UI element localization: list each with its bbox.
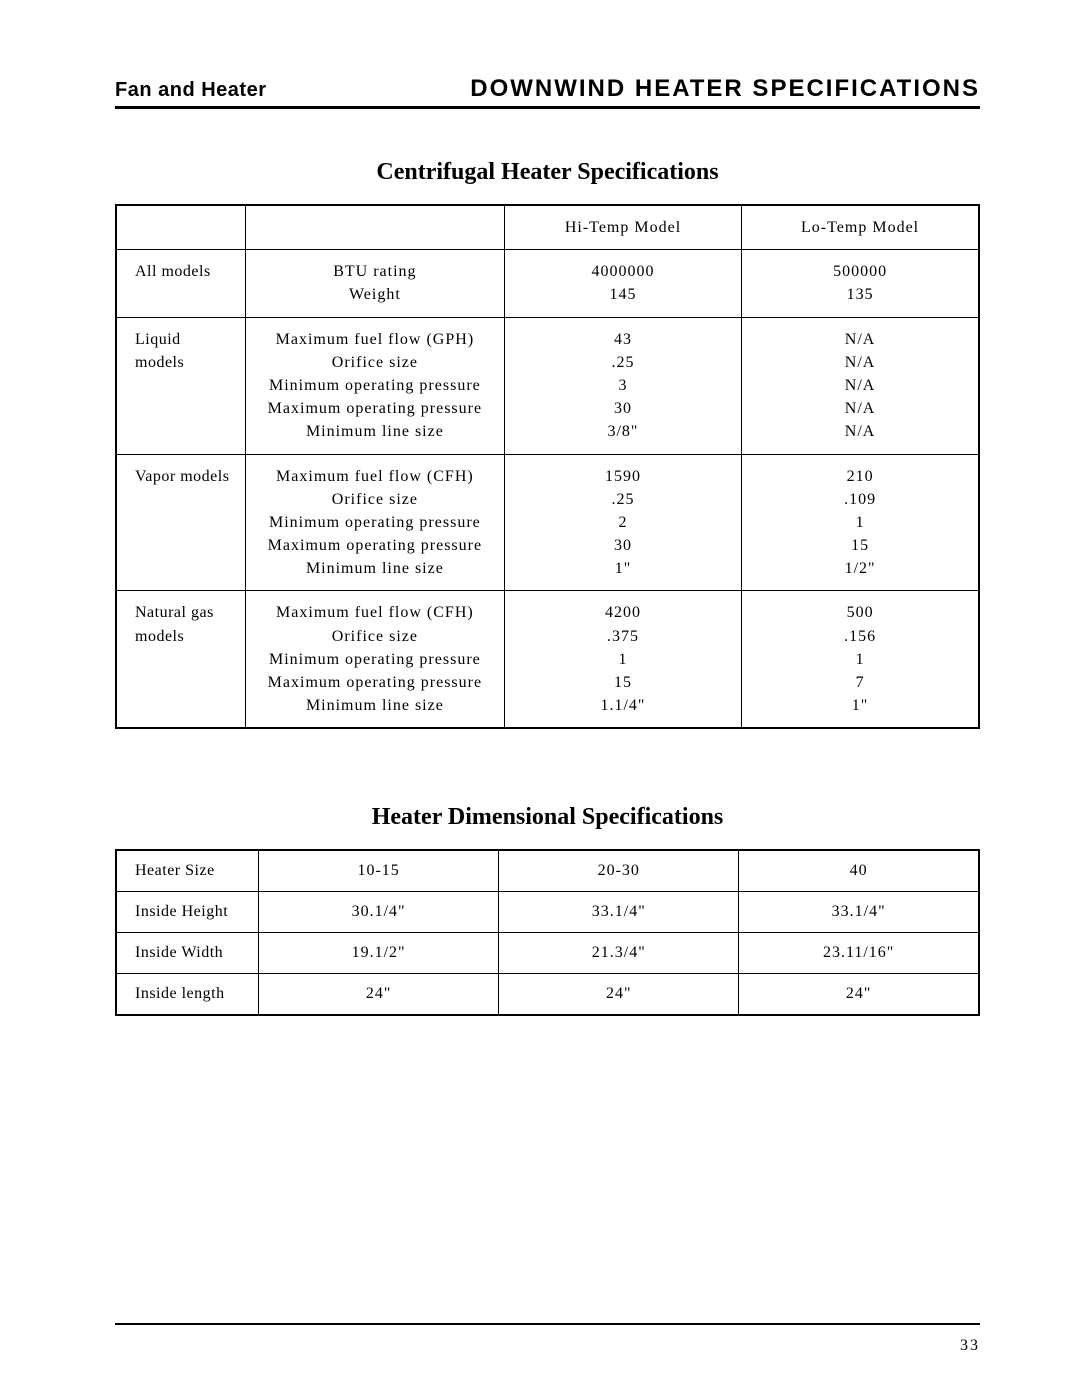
header-right-text: DOWNWIND HEATER SPECIFICATIONS [470,75,980,103]
row-hi: 43 .25 3 30 3/8" [504,317,741,454]
page-number: 33 [960,1337,980,1355]
table-cell: 33.1/4" [499,892,739,933]
table-header-cell: Hi-Temp Model [504,205,741,250]
table-cell: 24" [739,974,979,1016]
row-lo: 210 .109 1 15 1/2" [742,454,979,591]
table-cell: 33.1/4" [739,892,979,933]
row-label: Natural gas models [116,591,245,728]
row-desc: Maximum fuel flow (GPH) Orifice size Min… [245,317,504,454]
table-cell: 24" [259,974,499,1016]
row-desc: BTU rating Weight [245,250,504,317]
table-row: Heater Size 10-15 20-30 40 [116,850,979,892]
table-header-row: Hi-Temp Model Lo-Temp Model [116,205,979,250]
table-cell: Inside Height [116,892,259,933]
table-row: Inside length 24" 24" 24" [116,974,979,1016]
footer-rule [115,1323,980,1325]
table-cell: Inside Width [116,933,259,974]
centrifugal-table: Hi-Temp Model Lo-Temp Model All models B… [115,204,980,729]
table-cell: 21.3/4" [499,933,739,974]
table-header-cell [116,205,245,250]
table-cell: 20-30 [499,850,739,892]
section-spacer [115,729,980,804]
row-desc: Maximum fuel flow (CFH) Orifice size Min… [245,591,504,728]
table-row: Natural gas models Maximum fuel flow (CF… [116,591,979,728]
centrifugal-title: Centrifugal Heater Specifications [115,159,980,186]
row-lo: N/A N/A N/A N/A N/A [742,317,979,454]
page-container: Fan and Heater DOWNWIND HEATER SPECIFICA… [0,0,1080,1016]
header-left-text: Fan and Heater [115,79,266,102]
row-hi: 4000000 145 [504,250,741,317]
table-cell: 19.1/2" [259,933,499,974]
row-lo: 500 .156 1 7 1" [742,591,979,728]
dimensional-title: Heater Dimensional Specifications [115,804,980,831]
table-row: Liquid models Maximum fuel flow (GPH) Or… [116,317,979,454]
row-hi: 4200 .375 1 15 1.1/4" [504,591,741,728]
table-row: Inside Width 19.1/2" 21.3/4" 23.11/16" [116,933,979,974]
table-cell: Heater Size [116,850,259,892]
table-row: Inside Height 30.1/4" 33.1/4" 33.1/4" [116,892,979,933]
table-cell: 40 [739,850,979,892]
table-header-cell [245,205,504,250]
row-lo: 500000 135 [742,250,979,317]
table-header-cell: Lo-Temp Model [742,205,979,250]
table-cell: Inside length [116,974,259,1016]
row-label: Liquid models [116,317,245,454]
row-label: All models [116,250,245,317]
dimensional-table: Heater Size 10-15 20-30 40 Inside Height… [115,849,980,1016]
table-cell: 23.11/16" [739,933,979,974]
table-cell: 30.1/4" [259,892,499,933]
page-header: Fan and Heater DOWNWIND HEATER SPECIFICA… [115,75,980,109]
table-cell: 24" [499,974,739,1016]
row-desc: Maximum fuel flow (CFH) Orifice size Min… [245,454,504,591]
row-hi: 1590 .25 2 30 1" [504,454,741,591]
table-cell: 10-15 [259,850,499,892]
table-row: Vapor models Maximum fuel flow (CFH) Ori… [116,454,979,591]
row-label: Vapor models [116,454,245,591]
table-row: All models BTU rating Weight 4000000 145… [116,250,979,317]
